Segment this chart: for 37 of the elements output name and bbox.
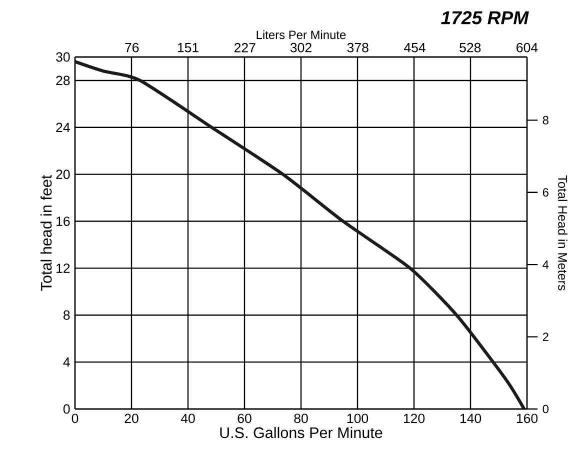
y-tick-label: 28 [56,76,70,86]
x-tick-label: 100 [347,414,368,424]
x2-tick-label: 378 [347,42,368,52]
y-tick-label: 12 [56,264,70,273]
x-tick-label: 160 [516,414,538,424]
x2-tick-label: 151 [178,43,198,52]
y2-tick-label: 8 [542,116,548,124]
x2-tick-label: 454 [404,43,426,52]
y-tick-label: 0 [63,404,70,414]
x-tick-label: 140 [460,414,482,424]
x-axis-title: U.S. Gallons Per Minute [220,426,382,438]
x2-tick-label: 302 [290,42,312,52]
x-tick-label: 40 [180,414,195,424]
x-tick-label: 80 [294,414,308,424]
x2-tick-label: 528 [460,42,481,52]
x2-tick-label: 604 [516,42,538,52]
y-tick-label: 24 [56,122,70,132]
x2-tick-label: 227 [234,43,256,52]
y-tick-label: 4 [63,357,70,367]
y-tick-label: 20 [56,170,70,180]
y-tick-label: 30 [56,52,70,62]
y2-axis-title: Total Head in Meters [558,175,568,290]
chart-subtitle: 1725 RPM [441,11,529,24]
y-tick-label: 16 [56,216,70,226]
y-axis-title: Total head in feet [40,174,52,291]
y-tick-label: 8 [64,310,70,320]
x2-axis-title: Liters Per Minute [256,30,346,40]
x-tick-label: 0 [72,414,78,424]
x-tick-label: 20 [124,414,138,424]
y2-tick-label: 0 [542,404,549,414]
y2-tick-label: 6 [542,188,548,197]
line-series [75,60,526,409]
x2-tick-label: 76 [125,42,139,52]
y2-tick-label: 2 [542,332,548,341]
y2-tick-label: 4 [542,260,549,269]
x-tick-label: 60 [238,414,252,424]
x-tick-label: 120 [404,414,425,424]
